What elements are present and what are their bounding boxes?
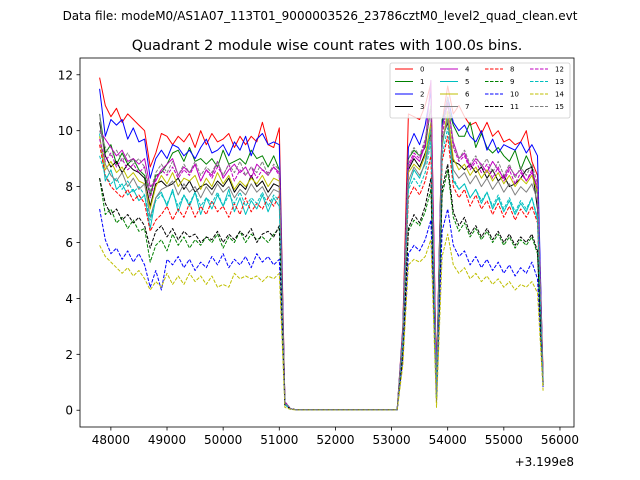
legend-label-5: 5 bbox=[465, 78, 469, 86]
y-axis: 0 2 4 6 8 10 12 bbox=[58, 68, 80, 418]
y-tick-label: 4 bbox=[65, 292, 73, 306]
chart-title: Quadrant 2 module wise count rates with … bbox=[132, 38, 523, 54]
series-line-15 bbox=[99, 96, 544, 411]
y-tick-label: 8 bbox=[65, 180, 73, 194]
legend-box bbox=[389, 62, 571, 119]
legend-label-6: 6 bbox=[465, 91, 470, 99]
legend-label-4: 4 bbox=[465, 66, 470, 74]
legend-label-13: 13 bbox=[555, 78, 564, 86]
x-tick-label: 50000 bbox=[204, 433, 242, 447]
legend-label-2: 2 bbox=[420, 91, 424, 99]
y-tick-label: 0 bbox=[65, 404, 73, 418]
x-tick-label: 52000 bbox=[316, 433, 354, 447]
legend-label-15: 15 bbox=[555, 103, 564, 111]
y-tick-label: 6 bbox=[65, 236, 73, 250]
x-tick-label: 53000 bbox=[372, 433, 410, 447]
legend-label-1: 1 bbox=[420, 78, 424, 86]
y-tick-label: 2 bbox=[65, 348, 73, 362]
x-tick-label: 54000 bbox=[429, 433, 467, 447]
suptitle: Data file: modeM0/AS1A07_113T01_90000035… bbox=[63, 9, 578, 23]
x-offset-label: +3.199e8 bbox=[515, 455, 574, 469]
legend-label-10: 10 bbox=[510, 91, 519, 99]
x-tick-label: 51000 bbox=[260, 433, 298, 447]
series-layer bbox=[99, 77, 544, 411]
legend-label-11: 11 bbox=[510, 103, 519, 111]
legend-label-8: 8 bbox=[510, 66, 514, 74]
x-tick-label: 49000 bbox=[148, 433, 186, 447]
series-line-11 bbox=[99, 163, 544, 411]
legend-label-3: 3 bbox=[420, 103, 424, 111]
x-axis: 48000 49000 50000 51000 52000 53000 54000 55000… bbox=[92, 427, 579, 447]
legend-label-7: 7 bbox=[465, 103, 469, 111]
plot-area: 48000 49000 50000 51000 52000 53000 54000 55000… bbox=[58, 57, 579, 469]
legend-label-12: 12 bbox=[555, 66, 564, 74]
legend-label-0: 0 bbox=[420, 66, 424, 74]
legend-label-9: 9 bbox=[510, 78, 514, 86]
legend-label-14: 14 bbox=[555, 91, 564, 99]
x-tick-label: 55000 bbox=[485, 433, 523, 447]
y-tick-label: 10 bbox=[58, 124, 73, 138]
y-tick-label: 12 bbox=[58, 68, 73, 82]
x-tick-label: 56000 bbox=[541, 433, 579, 447]
series-line-14 bbox=[99, 233, 544, 411]
x-tick-label: 48000 bbox=[92, 433, 130, 447]
